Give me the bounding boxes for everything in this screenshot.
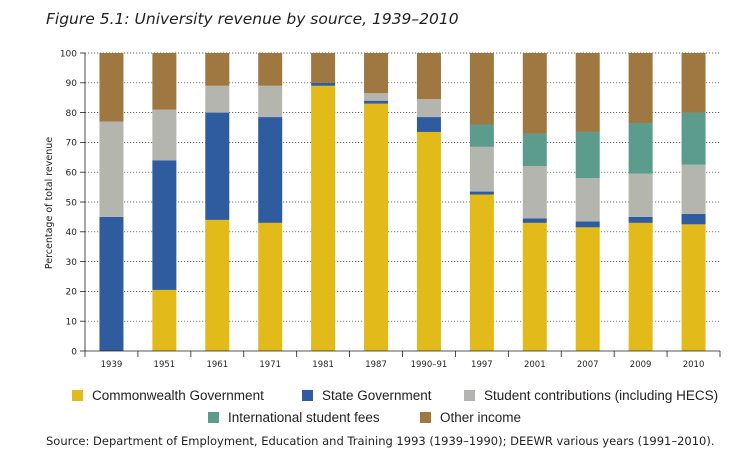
bar-segment [522, 53, 547, 134]
figure-title: Figure 5.1: University revenue by source… [46, 10, 459, 28]
y-tick-label: 100 [60, 49, 77, 59]
legend-item: State Government [302, 388, 432, 403]
bar-segment [628, 216, 653, 223]
x-tick-label: 1971 [259, 360, 281, 370]
bar-segment [469, 146, 494, 192]
y-tick-label: 10 [66, 318, 78, 328]
bar-segment [628, 53, 653, 124]
grid-lines [85, 52, 720, 322]
y-tick-label: 80 [66, 109, 78, 119]
legend-label: Commonwealth Government [92, 388, 264, 403]
y-axis-label: Percentage of total revenue [44, 137, 55, 269]
x-tick-label: 2007 [577, 360, 599, 370]
legend-swatch [208, 412, 219, 423]
bar-segment [416, 117, 441, 132]
bar-segment [469, 53, 494, 125]
bar-segment [152, 109, 177, 161]
bar-segment [575, 221, 600, 228]
bar-segment [575, 227, 600, 351]
bar-segment [628, 173, 653, 217]
bar-segment [416, 99, 441, 118]
bar-segment [258, 222, 283, 351]
y-tick-label: 20 [66, 288, 78, 298]
y-tick-label: 60 [66, 169, 78, 179]
bar-segment [364, 53, 389, 94]
legend-item: International student fees [208, 410, 380, 425]
y-tick-label: 40 [66, 228, 78, 238]
x-tick-label: 1961 [206, 360, 228, 370]
bar-segment [152, 53, 177, 110]
bar-segment [364, 103, 389, 351]
bar-segment [522, 218, 547, 223]
bar-segment [205, 53, 230, 86]
legend-item: Commonwealth Government [72, 388, 264, 403]
source-note: Source: Department of Employment, Educat… [46, 434, 715, 448]
bar-segment [152, 289, 177, 351]
legend-swatch [72, 390, 83, 401]
axes: 0 10 20 30 40 50 60 70 80 90 100 1939 1951 1961 1971 19… [60, 49, 721, 370]
legend-label: State Government [322, 388, 432, 403]
bar-segment [469, 191, 494, 195]
bar-segment [681, 224, 706, 351]
legend-swatch [464, 390, 475, 401]
bar-segment [681, 164, 706, 214]
bar-segment [99, 216, 124, 351]
x-tick-label: 2009 [630, 360, 652, 370]
bar-segment [522, 166, 547, 219]
bar-segment [628, 222, 653, 351]
bar-segment [469, 124, 494, 147]
bar-segment [469, 194, 494, 351]
bar-segment [575, 53, 600, 132]
x-tick-label: 2010 [683, 360, 705, 370]
legend-item: Other income [420, 410, 521, 425]
bar-segment [205, 112, 230, 220]
legend-item: Student contributions (including HECS) [464, 388, 718, 403]
bar-segment [258, 53, 283, 86]
bar-segment [99, 121, 124, 217]
x-tick-label: 1987 [365, 360, 387, 370]
y-tick-label: 50 [66, 198, 78, 208]
legend-swatch [302, 390, 313, 401]
bar-segment [99, 53, 124, 122]
bar-segment [416, 131, 441, 351]
bar-segment [522, 222, 547, 351]
x-tick-label: 1990–91 [411, 360, 448, 370]
bar-segment [575, 131, 600, 179]
bar-segment [205, 219, 230, 351]
x-tick-label: 1981 [312, 360, 334, 370]
bar-segment [205, 85, 230, 113]
bar-segment [152, 160, 177, 290]
bar-segment [258, 117, 283, 223]
bar-segment [258, 85, 283, 118]
y-tick-label: 30 [66, 258, 78, 268]
x-tick-label: 1951 [154, 360, 176, 370]
legend-swatch [420, 412, 431, 423]
legend-label: Student contributions (including HECS) [484, 388, 719, 403]
x-tick-label: 1939 [101, 360, 123, 370]
bar-segment [364, 93, 389, 101]
legend-label: International student fees [228, 410, 380, 425]
x-tick-label: 2001 [524, 360, 546, 370]
y-tick-label: 90 [66, 79, 78, 89]
legend-label: Other income [440, 410, 522, 425]
y-tick-label: 70 [66, 139, 78, 149]
bar-segment [311, 53, 336, 83]
bar-segment [681, 112, 706, 165]
bars [99, 53, 706, 351]
bar-segment [416, 53, 441, 100]
bar-segment [311, 82, 336, 86]
x-tick-label: 1997 [471, 360, 493, 370]
bar-segment [681, 53, 706, 113]
bar-segment [681, 213, 706, 225]
bar-segment [628, 123, 653, 174]
bar-segment [522, 133, 547, 167]
bar-segment [364, 100, 389, 104]
bar-segment [575, 178, 600, 222]
bar-segment [311, 85, 336, 351]
y-tick-label: 0 [71, 347, 77, 357]
